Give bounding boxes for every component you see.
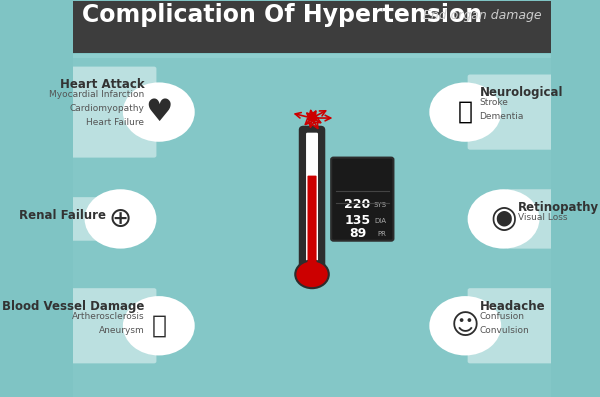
Text: Heart Failure: Heart Failure bbox=[86, 118, 145, 127]
Text: Confusion: Confusion bbox=[479, 312, 524, 321]
Text: Complication Of Hypertension: Complication Of Hypertension bbox=[82, 3, 482, 27]
Text: ◉: ◉ bbox=[490, 204, 517, 233]
Text: 220: 220 bbox=[344, 198, 371, 211]
FancyBboxPatch shape bbox=[467, 75, 600, 150]
Circle shape bbox=[430, 83, 501, 142]
Text: Convulsion: Convulsion bbox=[479, 326, 529, 335]
Text: 89: 89 bbox=[349, 227, 366, 241]
Text: Neurological: Neurological bbox=[479, 87, 563, 99]
FancyBboxPatch shape bbox=[307, 175, 317, 267]
Text: SYS: SYS bbox=[373, 202, 386, 208]
FancyBboxPatch shape bbox=[17, 67, 157, 158]
Text: Cardiomyopathy: Cardiomyopathy bbox=[70, 104, 145, 113]
Circle shape bbox=[467, 189, 539, 249]
Text: Headache: Headache bbox=[479, 300, 545, 313]
Text: Aneurysm: Aneurysm bbox=[98, 326, 145, 335]
FancyBboxPatch shape bbox=[17, 288, 157, 363]
FancyBboxPatch shape bbox=[467, 288, 600, 363]
Text: Heart Attack: Heart Attack bbox=[60, 79, 145, 91]
Text: DIA: DIA bbox=[374, 218, 386, 224]
Text: Myocardial Infarction: Myocardial Infarction bbox=[49, 91, 145, 99]
Circle shape bbox=[85, 189, 157, 249]
FancyBboxPatch shape bbox=[331, 158, 394, 241]
Text: Artherosclerosis: Artherosclerosis bbox=[72, 312, 145, 321]
FancyBboxPatch shape bbox=[506, 189, 600, 249]
Text: ●: ● bbox=[307, 113, 317, 123]
Text: Retinopathy: Retinopathy bbox=[518, 201, 599, 214]
Text: End organ damage: End organ damage bbox=[423, 9, 542, 22]
Text: 🧠: 🧠 bbox=[458, 100, 473, 124]
Text: Renal Failure: Renal Failure bbox=[19, 209, 106, 222]
Text: ☺: ☺ bbox=[451, 312, 479, 340]
Text: 135: 135 bbox=[344, 214, 371, 227]
Text: Visual Loss: Visual Loss bbox=[518, 213, 568, 222]
Circle shape bbox=[123, 296, 195, 355]
FancyBboxPatch shape bbox=[73, 1, 551, 53]
Text: ⊕: ⊕ bbox=[109, 205, 132, 233]
Text: Blood Vessel Damage: Blood Vessel Damage bbox=[2, 300, 145, 313]
Circle shape bbox=[430, 296, 501, 355]
Circle shape bbox=[123, 83, 195, 142]
Circle shape bbox=[295, 260, 329, 288]
FancyBboxPatch shape bbox=[0, 197, 118, 241]
Text: 〜: 〜 bbox=[151, 314, 166, 338]
FancyBboxPatch shape bbox=[300, 127, 324, 276]
Text: PR: PR bbox=[377, 231, 386, 237]
Text: ♥: ♥ bbox=[145, 98, 172, 127]
FancyBboxPatch shape bbox=[306, 133, 318, 270]
Text: Stroke: Stroke bbox=[479, 98, 508, 107]
Text: Dementia: Dementia bbox=[479, 112, 524, 121]
FancyBboxPatch shape bbox=[73, 56, 551, 397]
